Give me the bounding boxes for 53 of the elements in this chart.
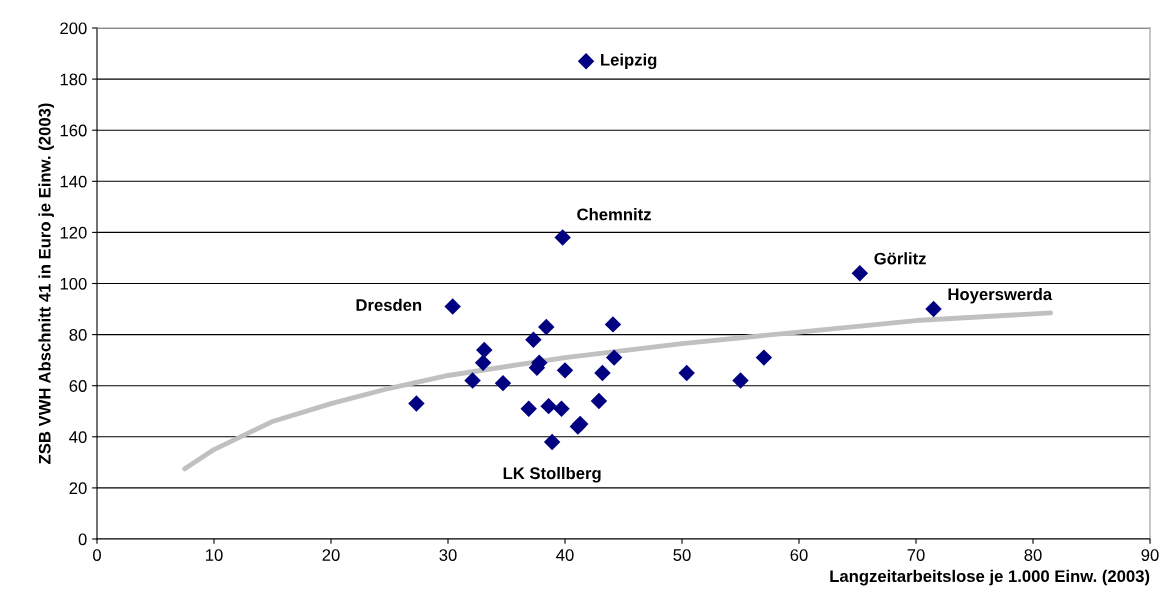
x-axis-title: Langzeitarbeitslose je 1.000 Einw. (2003) — [830, 569, 1150, 586]
y-tick-label: 0 — [78, 533, 87, 546]
y-tick-label: 120 — [60, 226, 87, 239]
y-tick-label: 60 — [69, 380, 87, 392]
x-tick-label: 40 — [556, 549, 574, 561]
y-tick-label: 140 — [60, 175, 87, 188]
annotation: Görlitz — [874, 252, 926, 265]
point — [476, 341, 493, 359]
point — [554, 229, 571, 246]
point — [678, 364, 695, 382]
point — [604, 316, 622, 333]
point — [605, 349, 623, 366]
point — [525, 331, 542, 348]
point — [556, 362, 574, 379]
y-tick-label: 180 — [60, 73, 87, 86]
y-tick-label: 20 — [69, 482, 87, 495]
y-tick-label: 200 — [60, 22, 87, 35]
x-tick-label: 60 — [790, 549, 808, 561]
y-tick-label: 40 — [69, 431, 87, 443]
annotation: Leipzig — [601, 53, 657, 70]
point — [494, 374, 512, 392]
x-tick-label: 10 — [206, 549, 223, 561]
annotation: LK Stollberg — [503, 466, 601, 483]
point — [594, 364, 611, 382]
point — [538, 318, 555, 336]
point — [540, 397, 557, 415]
y-tick-label: 80 — [69, 329, 87, 341]
point — [408, 395, 425, 412]
annotation: Chemnitz — [577, 208, 651, 221]
x-tick-label: 50 — [673, 549, 691, 561]
x-tick-label: 30 — [439, 549, 457, 561]
point — [732, 372, 749, 389]
point — [925, 300, 942, 318]
y-tick-label: 160 — [60, 124, 87, 137]
point — [444, 298, 461, 315]
point — [464, 372, 481, 389]
point — [590, 392, 608, 410]
point — [543, 433, 561, 451]
y-tick-label: 100 — [60, 277, 87, 290]
annotation: Hoyerswerda — [948, 287, 1053, 304]
point — [520, 400, 537, 417]
annotation: Dresden — [356, 298, 422, 311]
x-tick-label: 0 — [93, 549, 101, 561]
x-tick-label: 20 — [322, 549, 340, 561]
point — [755, 349, 773, 366]
point — [474, 354, 492, 371]
x-tick-label: 70 — [907, 549, 925, 561]
x-tick-label: 80 — [1024, 549, 1042, 561]
y-axis-title: ZSB VWH Abschnitt 41 in Euro je Einw. (2003) — [38, 103, 54, 464]
point — [851, 265, 869, 282]
point — [553, 400, 570, 417]
point — [577, 53, 595, 70]
x-tick-label: 90 — [1141, 549, 1159, 561]
